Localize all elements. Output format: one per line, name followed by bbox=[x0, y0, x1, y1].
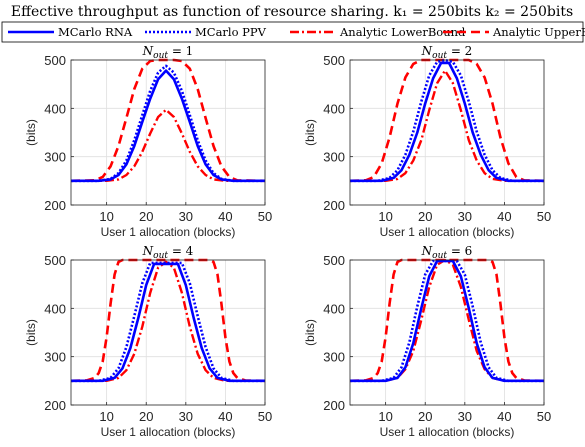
y-tick-label: 400 bbox=[44, 301, 66, 316]
x-axis-label: User 1 allocation (blocks) bbox=[380, 425, 515, 439]
x-tick-label: 20 bbox=[418, 209, 432, 224]
y-tick-label: 400 bbox=[323, 301, 345, 316]
x-tick-label: 50 bbox=[537, 409, 551, 424]
y-axis-label: (bits) bbox=[303, 119, 317, 146]
series-line-mcarlo-rna bbox=[71, 69, 265, 183]
x-axis-label: User 1 allocation (blocks) bbox=[380, 225, 515, 239]
y-axis-label: (bits) bbox=[303, 319, 317, 346]
x-axis-label: User 1 allocation (blocks) bbox=[101, 225, 236, 239]
x-tick-label: 10 bbox=[378, 409, 392, 424]
panel-3: 10 20 30 40 50 200 300 400 500 User 1 allocation … bbox=[303, 244, 551, 439]
x-tick-label: 20 bbox=[139, 209, 153, 224]
x-tick-label: 50 bbox=[258, 409, 272, 424]
panels: 10 20 30 40 50 200 300 400 500 User 1 allocation … bbox=[24, 44, 551, 439]
plot-area bbox=[350, 60, 544, 205]
legend-label-3: Analytic UpperBound bbox=[492, 25, 585, 39]
y-tick-label: 500 bbox=[44, 53, 66, 68]
y-tick-label: 400 bbox=[323, 101, 345, 116]
panel-title: Nout = 4 bbox=[142, 244, 194, 261]
series-line-mcarlo-rna bbox=[71, 262, 265, 383]
y-tick-label: 200 bbox=[44, 198, 66, 213]
panel-title: Nout = 2 bbox=[421, 44, 473, 61]
x-tick-label: 50 bbox=[258, 209, 272, 224]
axes-frame bbox=[70, 259, 266, 406]
series-line-mcarlo-rna bbox=[350, 259, 544, 383]
axes-frame bbox=[349, 59, 545, 206]
y-tick-label: 500 bbox=[44, 253, 66, 268]
series-line-analytic-upperbound bbox=[350, 58, 544, 183]
y-tick-label: 300 bbox=[323, 350, 345, 365]
plot-area bbox=[350, 260, 544, 405]
legend-label-0: MCarlo RNA bbox=[58, 25, 133, 39]
y-tick-label: 300 bbox=[44, 350, 66, 365]
x-axis-label: User 1 allocation (blocks) bbox=[101, 425, 236, 439]
y-tick-label: 200 bbox=[44, 398, 66, 413]
x-tick-label: 20 bbox=[418, 409, 432, 424]
y-tick-label: 500 bbox=[323, 253, 345, 268]
x-tick-label: 50 bbox=[537, 209, 551, 224]
axes-frame bbox=[349, 259, 545, 406]
y-tick-label: 200 bbox=[323, 198, 345, 213]
x-tick-label: 40 bbox=[218, 409, 232, 424]
y-tick-label: 500 bbox=[323, 53, 345, 68]
x-tick-label: 40 bbox=[497, 409, 511, 424]
series-line-analytic-lowerbound bbox=[71, 260, 265, 382]
x-tick-label: 10 bbox=[99, 209, 113, 224]
y-axis-label: (bits) bbox=[24, 119, 38, 146]
y-tick-label: 400 bbox=[44, 101, 66, 116]
legend: MCarlo RNA MCarlo PPV Analytic LowerBound A… bbox=[1, 21, 585, 43]
y-axis-label: (bits) bbox=[24, 319, 38, 346]
x-tick-label: 40 bbox=[497, 209, 511, 224]
figure-title: Effective throughput as function of reso… bbox=[11, 4, 573, 20]
series-line-mcarlo-rna bbox=[350, 61, 544, 183]
panel-1: 10 20 30 40 50 200 300 400 500 User 1 allocation … bbox=[303, 44, 551, 239]
plot-area bbox=[71, 260, 265, 405]
x-tick-label: 10 bbox=[99, 409, 113, 424]
y-tick-label: 300 bbox=[44, 150, 66, 165]
plot-area bbox=[71, 60, 265, 205]
x-tick-label: 10 bbox=[378, 209, 392, 224]
panel-title: Nout = 6 bbox=[421, 244, 473, 261]
panel-0: 10 20 30 40 50 200 300 400 500 User 1 allocation … bbox=[24, 44, 272, 239]
x-tick-label: 30 bbox=[458, 409, 472, 424]
panel-title: Nout = 1 bbox=[142, 44, 194, 61]
series-line-analytic-lowerbound bbox=[350, 69, 544, 183]
x-tick-label: 40 bbox=[218, 209, 232, 224]
legend-label-2: Analytic LowerBound bbox=[339, 25, 466, 39]
x-tick-label: 20 bbox=[139, 409, 153, 424]
y-tick-label: 300 bbox=[323, 150, 345, 165]
series-line-analytic-upperbound bbox=[350, 258, 544, 383]
series-line-analytic-upperbound bbox=[71, 258, 265, 383]
series-line-analytic-lowerbound bbox=[71, 108, 265, 183]
x-tick-label: 30 bbox=[179, 409, 193, 424]
y-tick-label: 200 bbox=[323, 398, 345, 413]
panel-2: 10 20 30 40 50 200 300 400 500 User 1 allocation … bbox=[24, 244, 272, 439]
x-tick-label: 30 bbox=[458, 209, 472, 224]
axes-frame bbox=[70, 59, 266, 206]
x-tick-label: 30 bbox=[179, 209, 193, 224]
legend-label-1: MCarlo PPV bbox=[195, 25, 267, 39]
